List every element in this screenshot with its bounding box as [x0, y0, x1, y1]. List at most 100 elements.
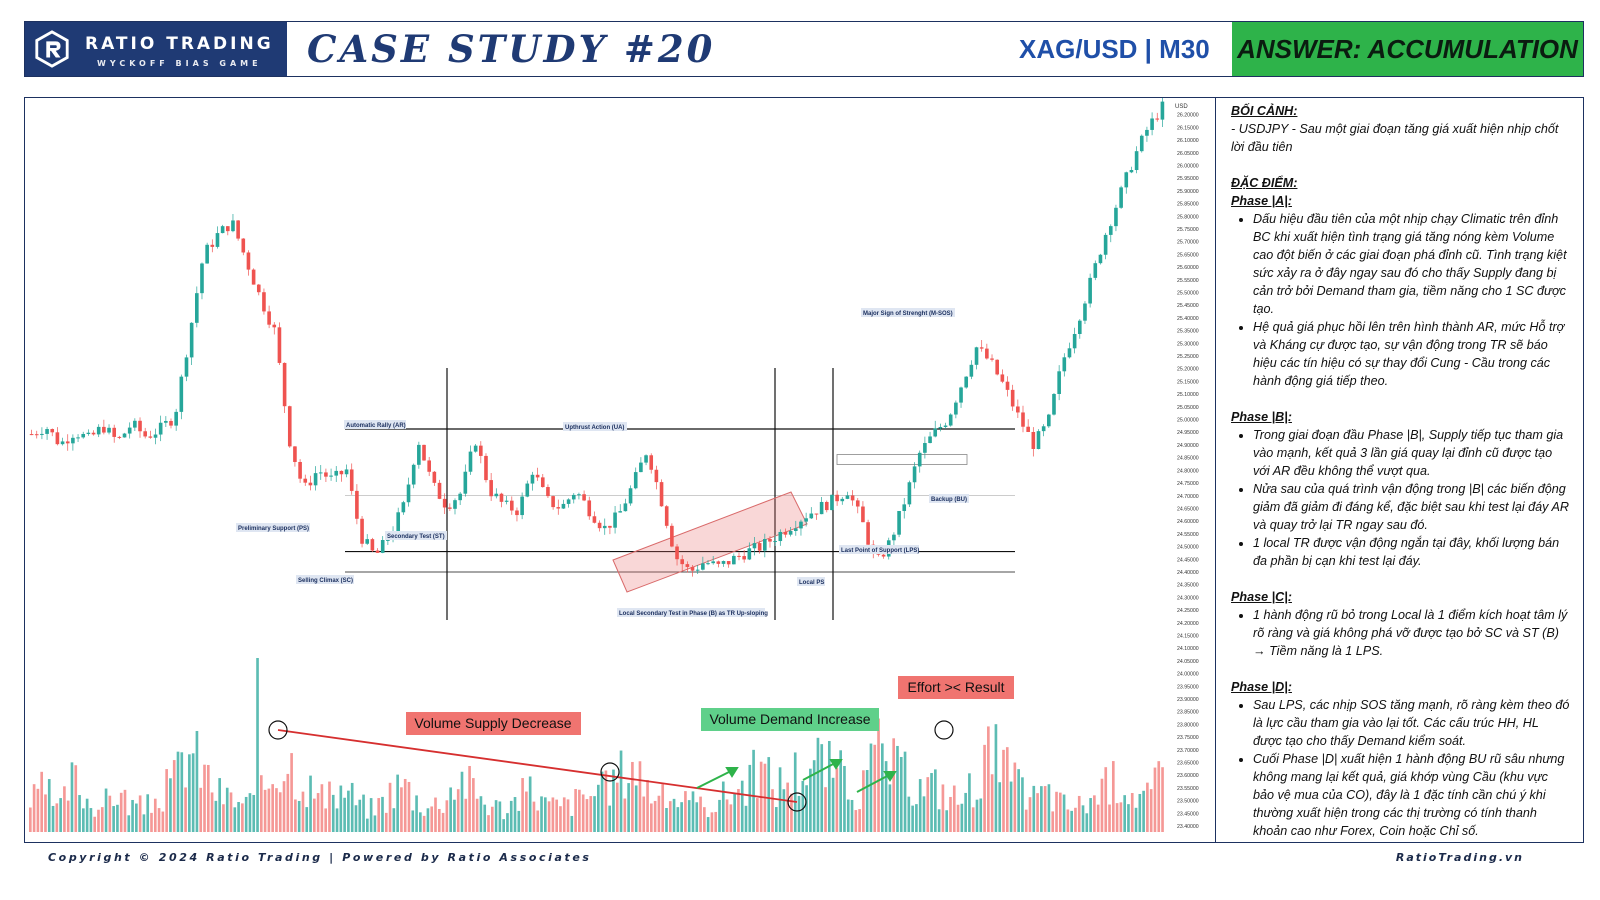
- volume-bar: [899, 756, 903, 832]
- volume-bar: [135, 803, 138, 832]
- volume-bar: [502, 819, 505, 832]
- volume-bar: [350, 782, 354, 832]
- volume-bar: [1096, 804, 1100, 832]
- candle-body: [71, 437, 75, 444]
- candle-body: [489, 480, 493, 497]
- footer-site-link[interactable]: RatioTrading.vn: [1395, 851, 1524, 864]
- candle-body: [917, 452, 922, 467]
- volume-bar: [55, 803, 59, 832]
- volume-bar: [123, 789, 127, 832]
- phase-d-title: Phase |D|:: [1231, 680, 1292, 694]
- volume-bar: [244, 796, 248, 832]
- volume-bar: [1157, 761, 1161, 832]
- volume-bar: [733, 793, 736, 832]
- candle-body: [752, 543, 757, 549]
- volume-bar: [335, 808, 339, 832]
- phase-a-list: Dấu hiệu đầu tiên của một nhịp chạy Clim…: [1231, 210, 1571, 390]
- volume-bar: [297, 800, 301, 832]
- volume-bar: [464, 798, 468, 832]
- candle-body: [597, 522, 602, 529]
- candle-body: [432, 471, 437, 483]
- price-tick-label: 23.40000: [1177, 824, 1199, 830]
- volume-bar: [858, 809, 861, 832]
- volume-bar: [59, 798, 62, 832]
- volume-bar: [566, 799, 570, 832]
- candle-body: [582, 494, 586, 501]
- demand-arrows: [696, 759, 897, 793]
- volume-bar: [1119, 802, 1123, 832]
- candle-body: [442, 498, 447, 508]
- volume-bar: [237, 802, 240, 832]
- candle-body: [1093, 263, 1098, 278]
- candle-body: [1124, 172, 1129, 188]
- volume-bar: [377, 798, 381, 832]
- volume-bar: [998, 782, 1002, 832]
- phase-c-title: Phase |C|:: [1231, 590, 1292, 604]
- volume-bar: [593, 796, 596, 832]
- candle-body: [587, 500, 592, 517]
- brand-block: RATIO TRADING WYCKOFF BIAS GAME: [25, 22, 287, 76]
- price-tick-label: 23.95000: [1177, 684, 1199, 690]
- volume-bar: [441, 812, 445, 832]
- volume-bar: [203, 764, 206, 832]
- candle-body: [602, 525, 607, 529]
- volume-bar: [615, 782, 619, 832]
- candle-body: [592, 516, 597, 523]
- volume-bar: [627, 783, 630, 832]
- volume-bar: [479, 796, 483, 832]
- volume-bar: [384, 812, 388, 832]
- analysis-notes: BỐI CẢNH: - USDJPY - Sau một giai đoạn t…: [1231, 102, 1571, 838]
- candle-body: [1160, 101, 1165, 120]
- candle-body: [690, 566, 695, 571]
- volume-bar: [184, 787, 187, 832]
- phase-c-list: 1 hành động rũ bỏ trong Local là 1 điểm …: [1231, 606, 1571, 660]
- candle-body: [1088, 277, 1092, 304]
- candle-body: [380, 539, 385, 553]
- volume-bar: [1130, 793, 1134, 832]
- price-tick-label: 25.70000: [1177, 240, 1199, 246]
- price-tick-label: 25.25000: [1177, 354, 1199, 360]
- candle-body: [809, 513, 814, 519]
- volume-bar: [1077, 795, 1081, 832]
- volume-bar: [362, 794, 365, 832]
- volume-bar: [559, 806, 562, 832]
- price-tick-label: 23.75000: [1177, 735, 1199, 741]
- candle-body: [985, 348, 989, 359]
- phase-d-list: Sau LPS, các nhịp SOS tăng mạnh, rõ ràng…: [1231, 696, 1571, 838]
- volume-bar: [1111, 761, 1115, 832]
- candle-body: [453, 500, 457, 509]
- candle-body: [401, 502, 406, 513]
- uptrend-channel-zone: [612, 491, 808, 593]
- volume-circle: [934, 720, 954, 740]
- candle-body: [757, 543, 762, 551]
- phase-b-list: Trong giai đoạn đầu Phase |B|, Supply ti…: [1231, 426, 1571, 570]
- context-title: BỐI CẢNH:: [1231, 104, 1298, 118]
- candle-body: [1134, 151, 1139, 171]
- candle-body: [473, 445, 478, 452]
- candle-body: [701, 563, 705, 570]
- candle-body: [990, 358, 994, 360]
- volume-bar: [419, 812, 422, 832]
- candle-body: [835, 494, 839, 502]
- candle-body: [923, 443, 927, 453]
- volume-bar: [1093, 795, 1096, 832]
- volume-bar: [1021, 777, 1024, 832]
- price-tick-label: 25.90000: [1177, 189, 1199, 195]
- volume-bar: [725, 799, 729, 832]
- volume-bar: [339, 785, 343, 832]
- price-tick-label: 24.20000: [1177, 621, 1199, 627]
- candle-body: [355, 490, 359, 519]
- volume-bar: [214, 800, 218, 832]
- volume-bar: [710, 812, 714, 832]
- volume-bar: [309, 775, 312, 832]
- volume-bar: [782, 789, 786, 832]
- candle-body: [845, 495, 850, 499]
- volume-bar: [472, 778, 475, 832]
- volume-bar: [449, 787, 452, 832]
- case-study-title: CASE STUDY #20: [307, 27, 716, 71]
- candle-body: [303, 478, 308, 483]
- price-tick-label: 23.85000: [1177, 710, 1199, 716]
- volume-bar: [1074, 807, 1077, 832]
- volume-bar: [911, 805, 914, 832]
- volume-bar: [562, 797, 566, 832]
